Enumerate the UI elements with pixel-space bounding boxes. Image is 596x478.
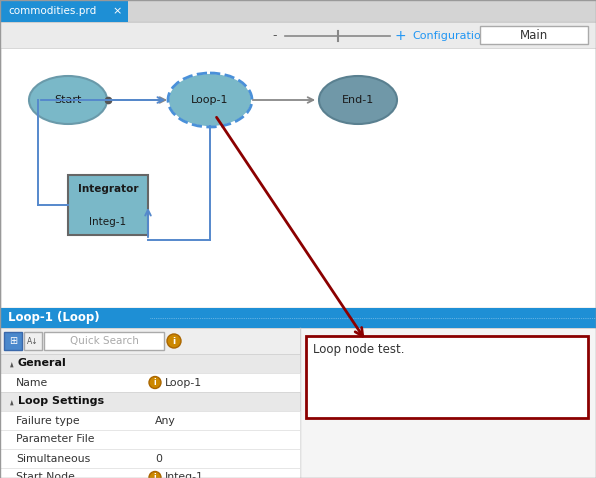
Text: Integ-1: Integ-1 [89, 217, 126, 227]
Text: Integrator: Integrator [77, 184, 138, 194]
FancyBboxPatch shape [44, 332, 164, 350]
FancyBboxPatch shape [306, 336, 588, 418]
Text: Quick Search: Quick Search [70, 336, 138, 346]
FancyBboxPatch shape [480, 26, 588, 44]
FancyBboxPatch shape [0, 308, 596, 328]
FancyBboxPatch shape [0, 449, 300, 468]
Ellipse shape [319, 76, 397, 124]
Text: Loop Settings: Loop Settings [18, 396, 104, 406]
Text: Name: Name [16, 378, 48, 388]
Text: 0: 0 [155, 454, 162, 464]
Text: ◄: ◄ [8, 361, 14, 366]
Text: i: i [154, 473, 156, 478]
Circle shape [149, 471, 161, 478]
Text: commodities.prd: commodities.prd [8, 6, 96, 16]
Text: Main: Main [520, 29, 548, 42]
Text: Start: Start [54, 95, 82, 105]
FancyBboxPatch shape [0, 0, 128, 22]
Text: Integ-1: Integ-1 [165, 472, 204, 478]
Text: Parameter File: Parameter File [16, 435, 95, 445]
Text: ⊞: ⊞ [9, 336, 17, 346]
Circle shape [167, 334, 181, 348]
FancyBboxPatch shape [0, 328, 596, 478]
Text: Simultaneous: Simultaneous [16, 454, 90, 464]
Text: +: + [394, 29, 406, 43]
FancyBboxPatch shape [0, 328, 300, 354]
FancyBboxPatch shape [24, 332, 42, 350]
FancyBboxPatch shape [0, 373, 300, 392]
Text: A↓: A↓ [27, 337, 39, 346]
Text: Failure type: Failure type [16, 415, 80, 425]
Text: Start Node: Start Node [16, 472, 75, 478]
Text: General: General [18, 358, 67, 369]
FancyBboxPatch shape [0, 411, 300, 430]
Ellipse shape [29, 76, 107, 124]
FancyBboxPatch shape [0, 22, 596, 48]
Text: Any: Any [155, 415, 176, 425]
FancyBboxPatch shape [0, 392, 300, 411]
FancyBboxPatch shape [0, 354, 300, 373]
Text: Configuration:: Configuration: [412, 31, 492, 41]
Ellipse shape [170, 75, 250, 125]
Text: Loop-1 (Loop): Loop-1 (Loop) [8, 312, 100, 325]
Circle shape [149, 377, 161, 389]
Text: ◄: ◄ [8, 399, 14, 404]
Text: Loop-1: Loop-1 [165, 378, 202, 388]
Text: ×: × [112, 6, 122, 16]
Text: i: i [154, 378, 156, 387]
FancyBboxPatch shape [0, 354, 300, 478]
Text: Loop-1: Loop-1 [191, 95, 229, 105]
Text: i: i [172, 337, 176, 346]
Text: Loop node test.: Loop node test. [313, 344, 405, 357]
FancyBboxPatch shape [68, 175, 148, 235]
FancyBboxPatch shape [0, 430, 300, 449]
Text: -: - [273, 30, 277, 43]
FancyBboxPatch shape [0, 22, 596, 308]
Text: End-1: End-1 [342, 95, 374, 105]
FancyBboxPatch shape [4, 332, 22, 350]
FancyBboxPatch shape [0, 0, 596, 22]
FancyBboxPatch shape [0, 468, 300, 478]
